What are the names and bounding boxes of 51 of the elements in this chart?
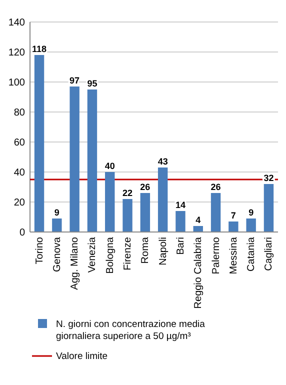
x-tick-label: Genova: [52, 236, 63, 272]
data-label: 9: [54, 208, 60, 218]
y-tick-label: 80: [14, 108, 26, 118]
bar: [210, 193, 221, 232]
bar: [158, 168, 168, 232]
y-tick-label: 20: [14, 198, 26, 208]
bar: [87, 90, 98, 232]
x-tick-label: Agg. Milano: [70, 236, 81, 290]
x-tick-label: Catania: [246, 236, 258, 272]
x-tick-label: Bologna: [104, 236, 116, 274]
x-tick-label: Torino: [34, 236, 46, 264]
legend-label: N. giorni con concentrazione media giornaliera superiore a 50 µg/m³: [56, 319, 206, 342]
y-tick-label: 140: [8, 18, 26, 28]
x-tick-label: Reggio Calabria: [193, 236, 204, 309]
bar: [228, 222, 238, 232]
bar: [193, 226, 203, 232]
legend-label: Valore limite: [56, 351, 108, 362]
data-label: 118: [32, 44, 47, 54]
x-tick-label: Napoli: [158, 237, 169, 266]
bar: [246, 218, 256, 232]
x-tick-label: Cagliari: [264, 237, 275, 271]
bar: [122, 199, 132, 232]
bar: [176, 211, 186, 232]
y-tick-label: 100: [8, 78, 26, 88]
bar: [70, 86, 80, 232]
data-label: 43: [158, 156, 168, 166]
bar: [52, 218, 62, 232]
y-tick-label: 120: [8, 48, 26, 58]
data-label: 7: [230, 210, 236, 220]
y-tick-label: 60: [14, 138, 26, 148]
data-label: 40: [104, 161, 115, 171]
bar: [264, 184, 274, 232]
y-tick-label: 40: [14, 168, 26, 178]
x-tick-label: Roma: [140, 236, 152, 264]
bar: [140, 193, 150, 232]
x-tick-label: Bari: [175, 237, 186, 255]
data-label: 26: [210, 182, 221, 192]
data-label: 4: [196, 215, 201, 225]
data-label: 95: [87, 78, 98, 88]
data-label: 97: [70, 76, 80, 86]
bar: [34, 55, 44, 232]
x-tick-label: Venezia: [87, 236, 98, 273]
x-tick-label: Messina: [228, 236, 240, 274]
data-label: 9: [248, 208, 254, 218]
data-label: 14: [175, 200, 186, 210]
x-tick-label: Firenze: [122, 236, 134, 270]
data-label: 22: [122, 188, 133, 198]
bar: [105, 172, 115, 232]
y-tick-label: 0: [19, 228, 26, 238]
x-tick-label: Palermo: [210, 236, 222, 274]
data-label: 26: [140, 182, 150, 192]
